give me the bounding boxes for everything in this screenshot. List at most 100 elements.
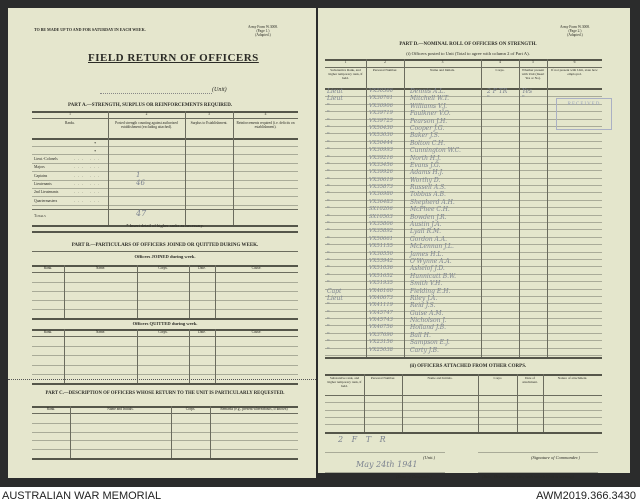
rule [325,347,602,349]
rank-cell: " [327,280,330,288]
rank-cell: " [327,147,330,155]
rule [32,146,298,147]
rule [325,222,602,223]
column-header: Name. [95,330,106,334]
rule [325,303,602,305]
rank-label: Lieutenants [34,181,52,186]
table-row: " VX45743 Nicholson J. [325,317,602,325]
rank-cell: " [327,184,330,192]
part-c-title: PART C.—DESCRIPTION OF OFFICERS WHOSE RE… [45,391,285,396]
rule [325,402,602,404]
column-rule [210,406,211,458]
rank-cell: " [327,302,330,310]
rule [325,88,602,90]
formation-line [478,472,598,473]
personal-number-cell: VX50430 [369,124,393,131]
rule [32,458,298,460]
column-header: Corps [493,376,502,380]
rule [325,177,602,179]
table-row: " VX35806 Austin J.A. [325,221,602,229]
column-rule [366,59,367,357]
rule [32,373,298,375]
part-a-table: 1 2 3 4 Ranks. Posted strength counting again… [32,111,298,227]
column-header: Ranks. [65,121,75,125]
rank-cell: " [327,346,330,354]
column-header: Date. [198,330,206,334]
quitted-table: Rank. Name. Corps. Date. Cause. [32,329,298,385]
rank-cell: " [327,272,330,280]
rule [32,282,298,283]
rank-cell: " [327,124,330,132]
name-cell: Hunnicutt B.W. [410,272,457,280]
column-header: Rank. [43,266,53,270]
column-rule [233,111,234,225]
personal-number-cell: VX37690 [369,331,393,338]
personal-number-cell: SX10206 [369,206,393,213]
rank-cell: " [327,161,330,169]
table-row: " VX36980 Tobbas A.B. [325,191,602,199]
rule [32,291,298,292]
column-rule [137,329,138,383]
instruction-text: TO BE MADE UP TO AND FOR SATURDAY IN EAC… [34,27,146,32]
column-header: Nature of attachment. [557,376,588,380]
page-title: FIELD RETURN OF OFFICERS [88,52,259,64]
rank-cell: " [327,110,330,118]
name-cell: Ball H. [410,331,431,339]
name-cell: Cooper J.G. [410,124,445,132]
rule [325,125,602,127]
column-number: 2 [384,60,386,64]
column-rule [481,59,482,357]
star-marker: * [94,149,97,154]
leader-dots: ... ... [74,198,102,203]
table-row: Lieut VX40673 Riley J.A. [325,294,602,303]
rule [325,251,602,253]
column-rule [215,265,216,318]
column-header: Rank. [43,330,53,334]
column-number: 1 [69,112,71,116]
rule [32,209,298,210]
rule [325,67,602,68]
name-cell: Lyall R.M. [410,228,442,236]
table-row: " VX35873 Russell A.S. [325,184,602,192]
rule [32,336,298,337]
table-row: " VX36483 Shepherd A.H. [325,199,602,207]
rule [32,309,298,310]
name-cell: Nicholson J. [410,317,447,325]
rule [32,204,298,206]
rank-label: Captains [34,173,48,178]
rank-cell: Lieut [327,88,343,95]
name-cell: Bolton C.H. [410,139,446,147]
rank-cell: Lieut [327,294,343,302]
personal-number-cell: VX30761 [369,95,393,102]
personal-number-cell: VX39725 [369,117,393,124]
rank-cell: " [327,235,330,243]
personal-number-cell: VX39216 [369,154,393,161]
name-cell: Faulkner V.O. [410,110,451,118]
name-cell: Gordon A.A. [410,235,447,243]
rule [325,148,602,150]
rule [32,187,298,189]
footer-institution: AUSTRALIAN WAR MEMORIAL [2,490,162,502]
date-label: (Date of Despatch.) [396,474,432,479]
divider [32,251,298,252]
personal-number-cell: VX30906 [369,102,393,109]
rank-cell: " [327,176,330,184]
posted-strength-value: 46 [136,178,145,187]
table-row: Capt VX46160 Fielding E.H. [325,288,602,296]
rule [32,329,298,331]
rule [325,340,602,342]
column-rule [547,59,548,357]
column-rule [404,59,405,357]
table-row: " VX50430 Cooper J.G. [325,124,602,133]
column-header: If not present with Unit, state how empl… [551,68,598,76]
rule [32,431,298,433]
name-cell: Adams H.J. [410,169,444,177]
leader-dots: ... ... [74,157,102,161]
column-number: 3 [208,112,210,116]
form-ref-line: (Page 2.) [568,28,582,33]
table-row: " VX39719 Faulkner V.O. [325,110,602,118]
totals-label: Totals [34,214,46,218]
table-row: " VX50661 Gordon A.A. [325,235,602,244]
form-ref-line: Army Form W.3008. [560,25,590,29]
personal-number-cell: VX39719 [369,110,393,117]
